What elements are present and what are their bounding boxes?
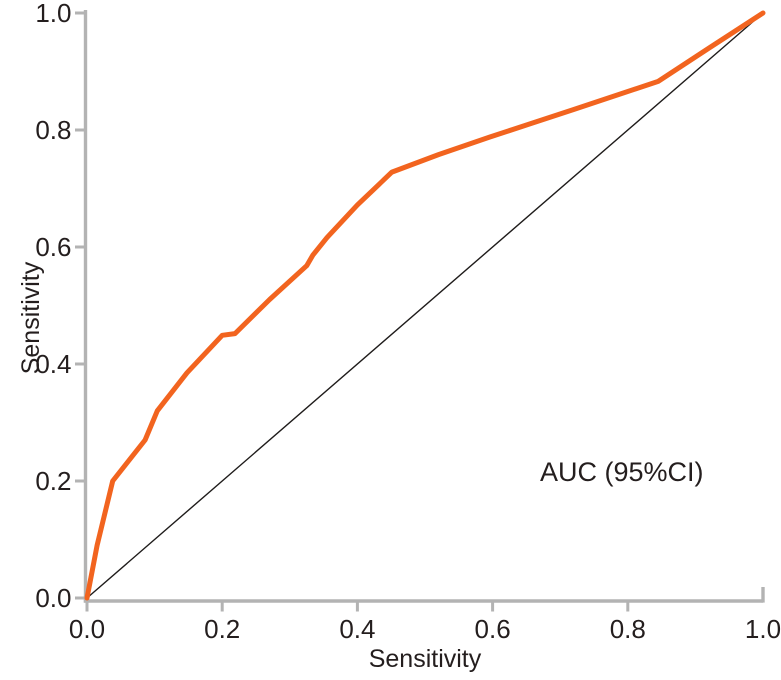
x-tick-label: 0.0	[69, 614, 105, 644]
y-tick-label: 0.2	[35, 466, 71, 496]
y-tick-label: 0.6	[35, 232, 71, 262]
y-tick-label: 0.8	[35, 115, 71, 145]
x-axis-title: Sensitivity	[368, 645, 482, 673]
y-tick-label: 1.0	[35, 0, 71, 28]
roc-curve	[84, 10, 766, 601]
y-axis-title: Sensitivity	[17, 261, 45, 375]
reference-diagonal	[86, 12, 764, 599]
x-tick-label: 0.6	[475, 614, 511, 644]
x-tick-label: 0.4	[339, 614, 375, 644]
auc-annotation-label: AUC (95%CI)	[540, 457, 704, 487]
x-tick-label: 0.2	[204, 614, 240, 644]
y-tick-label: 0.4	[35, 349, 71, 379]
y-tick-label: 0.0	[35, 583, 71, 613]
x-tick-label: 1.0	[745, 614, 781, 644]
x-tick-label: 0.8	[610, 614, 646, 644]
